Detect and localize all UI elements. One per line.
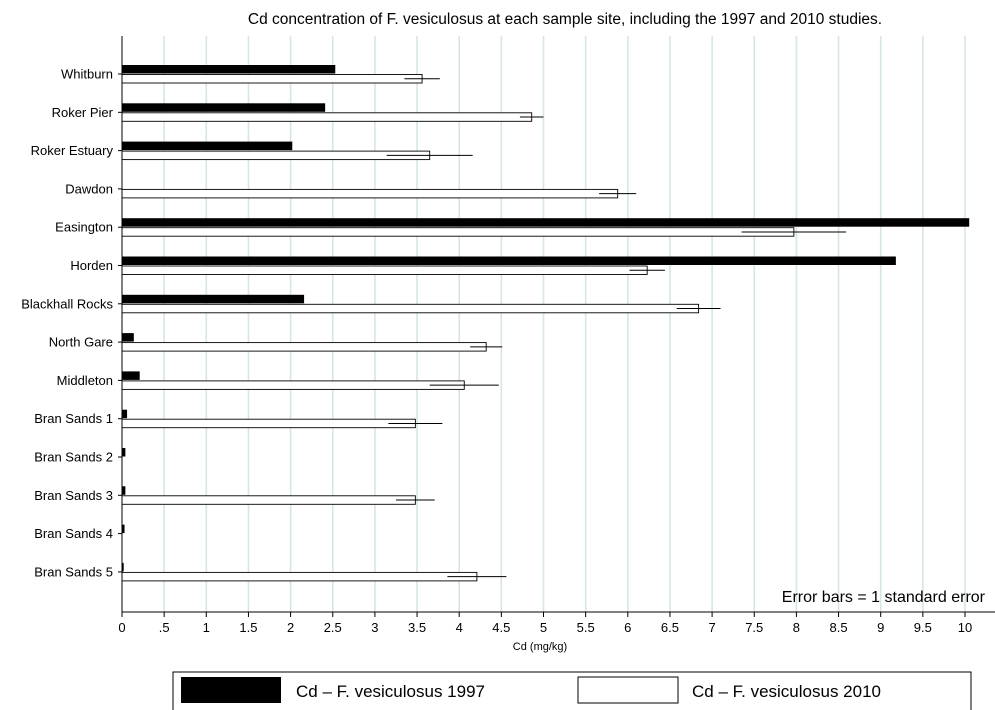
x-tick-label: 5: [540, 620, 547, 635]
legend-frame: [172, 671, 972, 710]
x-tick-label: 4.5: [492, 620, 510, 635]
category-label: Horden: [70, 258, 113, 273]
bar-2010: [121, 112, 533, 122]
bar-2010: [121, 188, 619, 199]
bar-1997: [122, 486, 126, 495]
grid-layer: [163, 36, 966, 612]
category-label: Roker Estuary: [31, 143, 114, 158]
legend-swatch-2010: [577, 676, 679, 704]
x-tick-label: 3: [371, 620, 378, 635]
bar-1997: [122, 294, 305, 304]
bar-2010: [121, 303, 700, 314]
x-tick-label: 7.5: [745, 620, 763, 635]
category-label: Roker Pier: [52, 105, 114, 120]
bar-1997: [122, 141, 293, 151]
x-tick-label: 6: [624, 620, 631, 635]
category-labels: Whitburn Roker Pier Roker Estuary Dawdon Eas…: [21, 67, 113, 580]
x-tick-label: 4: [456, 620, 463, 635]
category-label: Bran Sands 2: [34, 450, 113, 465]
bar-2010: [121, 227, 795, 237]
bar-2010: [121, 265, 648, 275]
error-layer: [386, 78, 847, 578]
chart-title: Cd concentration of F. vesiculosus at ea…: [248, 11, 882, 28]
x-tick-label: 8.5: [830, 620, 848, 635]
bar-1997: [122, 562, 124, 572]
bar-1997: [122, 371, 140, 380]
bar-2010: [121, 495, 416, 505]
category-label: Bran Sands 3: [34, 488, 113, 503]
legend-label-2010: Cd – F. vesiculosus 2010: [692, 682, 881, 701]
category-label: Bran Sands 4: [34, 526, 113, 541]
category-label: Bran Sands 1: [34, 411, 113, 426]
x-axis-label: Cd (mg/kg): [513, 641, 567, 653]
bar-2010: [121, 571, 478, 582]
axes: 0 .5 1 1.5 2 2.5 3 3.5 4 4.5 5 5.5 6 6.5 7 7.5 8 8.5 9 9.5 1…: [118, 36, 995, 635]
bar-1997: [122, 256, 896, 265]
x-tick-label: 1: [203, 620, 210, 635]
legend-swatch-1997: [181, 677, 281, 703]
x-tick-label: 3.5: [408, 620, 426, 635]
bar-1997: [122, 524, 125, 534]
bar-2010: [121, 342, 487, 352]
x-tick-label: 7: [708, 620, 715, 635]
x-tick-label: 2: [287, 620, 294, 635]
x-tick-label: 2.5: [324, 620, 342, 635]
x-tick-label: 8: [793, 620, 800, 635]
bar-2010: [121, 150, 431, 161]
bar-1997: [122, 103, 326, 112]
category-label: Whitburn: [61, 67, 113, 82]
bar-1997: [122, 409, 128, 419]
x-tick-label: 5.5: [577, 620, 595, 635]
x-tick-label: 9.5: [914, 620, 932, 635]
bar-2010: [121, 74, 423, 84]
category-label: Easington: [55, 220, 113, 235]
bar-1997: [122, 333, 134, 342]
x-tick-label: 0: [118, 620, 125, 635]
bar-1997: [122, 448, 126, 457]
x-tick-label: 1.5: [239, 620, 257, 635]
category-label: North Gare: [49, 335, 113, 350]
category-label: Middleton: [57, 373, 113, 388]
bar-2010: [121, 418, 416, 429]
category-label: Dawdon: [65, 181, 113, 196]
x-tick-label: 10: [958, 620, 972, 635]
x-tick-label: 6.5: [661, 620, 679, 635]
bar-1997: [122, 65, 336, 74]
legend: Cd – F. vesiculosus 1997 Cd – F. vesicul…: [172, 671, 972, 710]
bar-1997: [122, 218, 970, 227]
legend-label-1997: Cd – F. vesiculosus 1997: [296, 682, 485, 701]
bar-2010: [121, 380, 465, 390]
category-label: Bran Sands 5: [34, 564, 113, 579]
x-tick-label: 9: [877, 620, 884, 635]
error-bar-note: Error bars = 1 standard error: [782, 589, 986, 606]
category-label: Blackhall Rocks: [21, 296, 113, 311]
x-tick-label: .5: [159, 620, 170, 635]
